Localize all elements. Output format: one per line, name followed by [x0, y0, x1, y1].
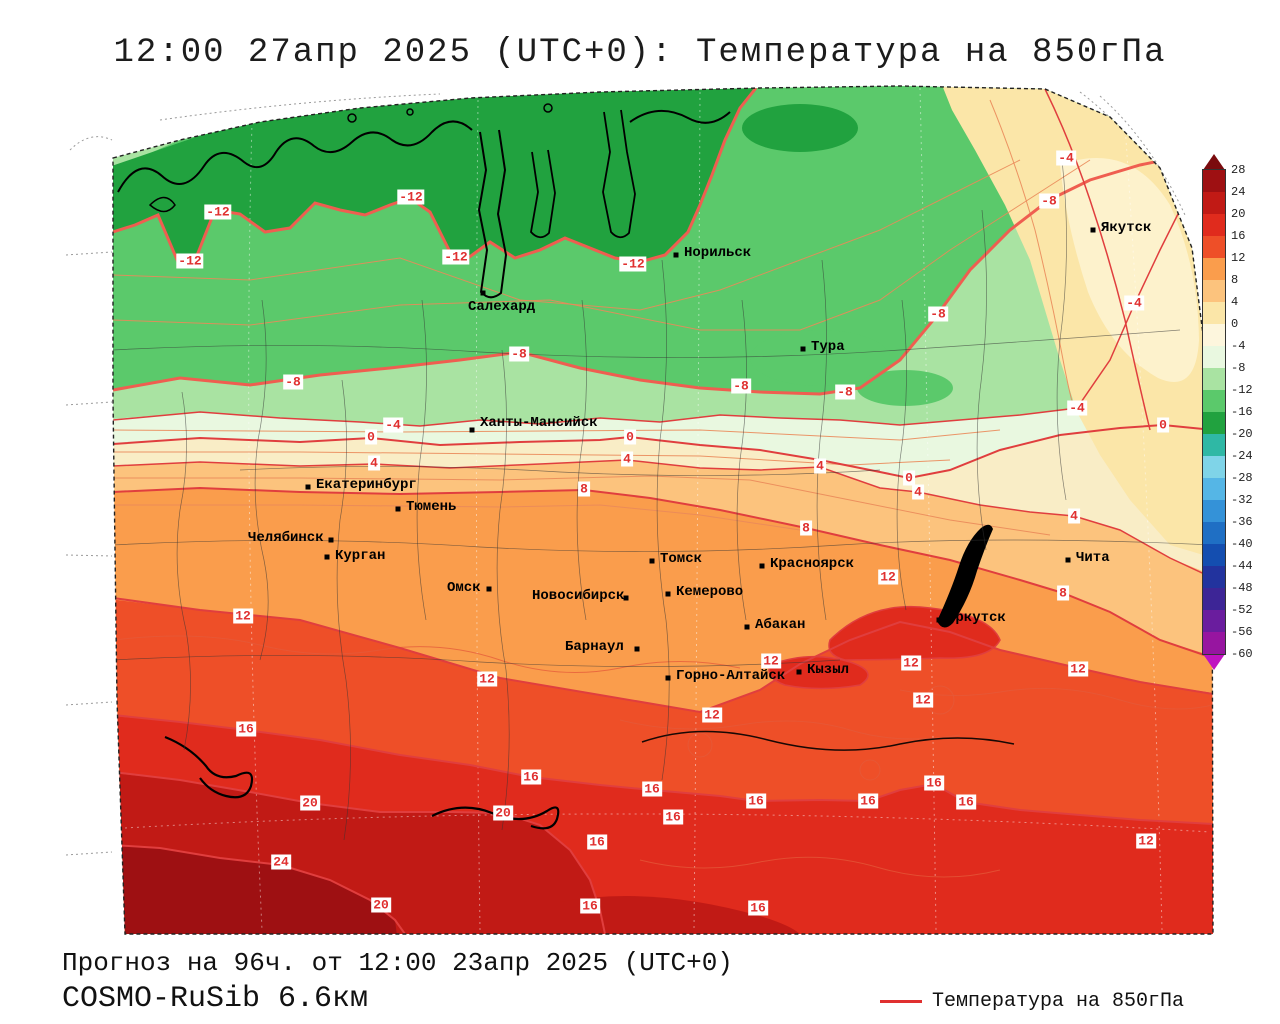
admin-borders	[113, 159, 1213, 841]
colorbar-cell	[1203, 302, 1225, 324]
colorbar-cell	[1203, 522, 1225, 544]
footer: Прогноз на 96ч. от 12:00 23апр 2025 (UTC…	[0, 938, 1280, 1024]
colorbar-tick-label: 20	[1231, 207, 1246, 221]
colorbar-cell	[1203, 544, 1225, 566]
colorbar-cell	[1203, 390, 1225, 412]
colorbar-cell	[1203, 170, 1225, 192]
colorbar-arrow-top	[1203, 154, 1225, 170]
colorbar-cell	[1203, 500, 1225, 522]
colorbar-tick-label: -56	[1231, 625, 1253, 639]
lake-baikal	[937, 524, 993, 628]
colorbar-tick-label: -48	[1231, 581, 1253, 595]
colorbar-cell	[1203, 456, 1225, 478]
colorbar-tick-label: 28	[1231, 163, 1246, 177]
colorbar-tick-label: -12	[1231, 383, 1253, 397]
colorbar-cell	[1203, 258, 1225, 280]
colorbar: 28 24 20 16 12 8 4 0 -4 -8 -12 -16 -20 -24 -28 -32 -36 -4…	[1202, 154, 1273, 670]
colorbar-cell	[1203, 280, 1225, 302]
graticule-margin	[65, 91, 1186, 856]
temperature-field	[113, 86, 1213, 934]
colorbar-cell	[1203, 478, 1225, 500]
colorbar-tick-label: -36	[1231, 515, 1253, 529]
forecast-info: Прогноз на 96ч. от 12:00 23апр 2025 (UTC…	[62, 948, 733, 978]
colorbar-tick-label: -40	[1231, 537, 1253, 551]
colorbar-cell	[1203, 214, 1225, 236]
colorbar-arrow-bottom	[1203, 654, 1225, 670]
colorbar-tick-label: 4	[1231, 295, 1239, 309]
page-title: 12:00 27апр 2025 (UTC+0): Температура на…	[113, 34, 1167, 72]
domain-boundary	[112, 85, 1214, 935]
colorbar-tick-label: 16	[1231, 229, 1246, 243]
legend-label: Температура на 850гПа	[932, 990, 1185, 1013]
colorbar-cell	[1203, 632, 1225, 654]
colorbar-cell	[1203, 588, 1225, 610]
colorbar-cell	[1203, 368, 1225, 390]
map-legend: Температура на 850гПа	[880, 990, 1184, 1013]
colorbar-ticks: 28 24 20 16 12 8 4 0 -4 -8 -12 -16 -20 -24 -28 -32 -36 -4…	[1231, 163, 1271, 661]
colorbar-tick-label: 0	[1231, 317, 1239, 331]
colorbar-tick-label: -32	[1231, 493, 1253, 507]
colorbar-tick-label: -20	[1231, 427, 1253, 441]
colorbar-tick-label: -60	[1231, 647, 1253, 661]
colorbar-tick-label: -16	[1231, 405, 1253, 419]
coastlines	[117, 103, 731, 299]
colorbar-cell	[1203, 236, 1225, 258]
legend-line-sample	[880, 1000, 922, 1003]
colorbar-tick-label: -44	[1231, 559, 1253, 573]
colorbar-tick-label: 24	[1231, 185, 1246, 199]
colorbar-tick-label: -24	[1231, 449, 1253, 463]
colorbar-cell	[1203, 346, 1225, 368]
colorbar-tick-label: -4	[1231, 339, 1246, 353]
colorbar-cell	[1203, 610, 1225, 632]
colorbar-cell	[1203, 566, 1225, 588]
model-info: COSMO-RuSib 6.6км	[62, 982, 369, 1016]
colorbar-cell	[1203, 192, 1225, 214]
colorbar-tick-label: -28	[1231, 471, 1253, 485]
colorbar-tick-label: 8	[1231, 273, 1239, 287]
contour-lines	[113, 87, 1213, 934]
country-borders	[164, 730, 1015, 830]
colorbar-cell	[1203, 412, 1225, 434]
graticule-inner	[124, 87, 1211, 931]
colorbar-tick-label: 12	[1231, 251, 1246, 265]
colorbar-cells	[1202, 169, 1226, 655]
colorbar-cell	[1203, 324, 1225, 346]
colorbar-tick-label: -8	[1231, 361, 1246, 375]
colorbar-cell	[1203, 434, 1225, 456]
colorbar-tick-label: -52	[1231, 603, 1253, 617]
